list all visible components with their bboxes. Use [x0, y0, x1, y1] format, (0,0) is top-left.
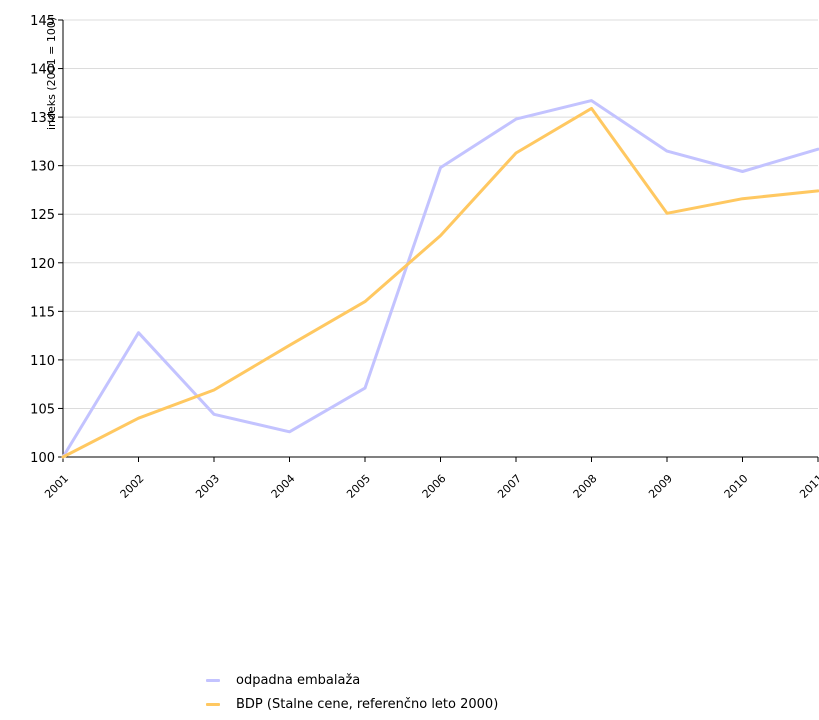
grid: [63, 19, 818, 409]
x-tick-label-2011: 2011: [797, 472, 819, 501]
x-tick-label-2006: 2006: [420, 472, 449, 501]
x-tick-label-2009: 2009: [646, 472, 675, 501]
y-tick-label-140: 140: [30, 63, 55, 78]
legend: odpadna embalaža BDP (Stalne cene, refer…: [206, 668, 498, 716]
x-tick-label-2004: 2004: [269, 472, 298, 501]
x-tick-label-2010: 2010: [722, 472, 751, 501]
series-lines: [61, 99, 819, 459]
x-tick-label-2003: 2003: [193, 472, 222, 501]
y-tick-label-130: 130: [30, 160, 55, 175]
x-tick-label-2005: 2005: [344, 472, 373, 501]
y-tick-label-125: 125: [30, 208, 55, 223]
y-tick-label-110: 110: [30, 354, 55, 369]
y-axis-label: indeks (2001 = 100): [45, 17, 58, 130]
y-tick-label-145: 145: [30, 14, 55, 29]
legend-swatch-1: [206, 702, 220, 706]
legend-label-1: BDP (Stalne cene, referenčno leto 2000): [236, 696, 499, 712]
axes: [58, 19, 819, 462]
line-chart: 100 105 110 115 120 125 130 135 140 145 2001 2002 20…: [30, 14, 819, 501]
y-tick-label-120: 120: [30, 257, 55, 272]
legend-swatch-0: [206, 678, 220, 682]
series-line-1: [61, 106, 819, 459]
tick-labels: 100 105 110 115 120 125 130 135 140 145 2001 2002 20…: [30, 14, 819, 501]
y-tick-label-105: 105: [30, 402, 55, 417]
y-tick-label-100: 100: [30, 451, 55, 466]
x-tick-label-2007: 2007: [495, 472, 524, 501]
x-tick-label-2008: 2008: [571, 472, 600, 501]
x-tick-label-2002: 2002: [118, 472, 147, 501]
legend-item-1[interactable]: BDP (Stalne cene, referenčno leto 2000): [206, 692, 498, 716]
legend-item-0[interactable]: odpadna embalaža: [206, 668, 498, 692]
legend-label-0: odpadna embalaža: [236, 672, 361, 688]
y-tick-label-135: 135: [30, 111, 55, 126]
x-tick-label-2001: 2001: [42, 472, 71, 501]
y-tick-label-115: 115: [30, 305, 55, 320]
series-line-0: [61, 99, 819, 459]
